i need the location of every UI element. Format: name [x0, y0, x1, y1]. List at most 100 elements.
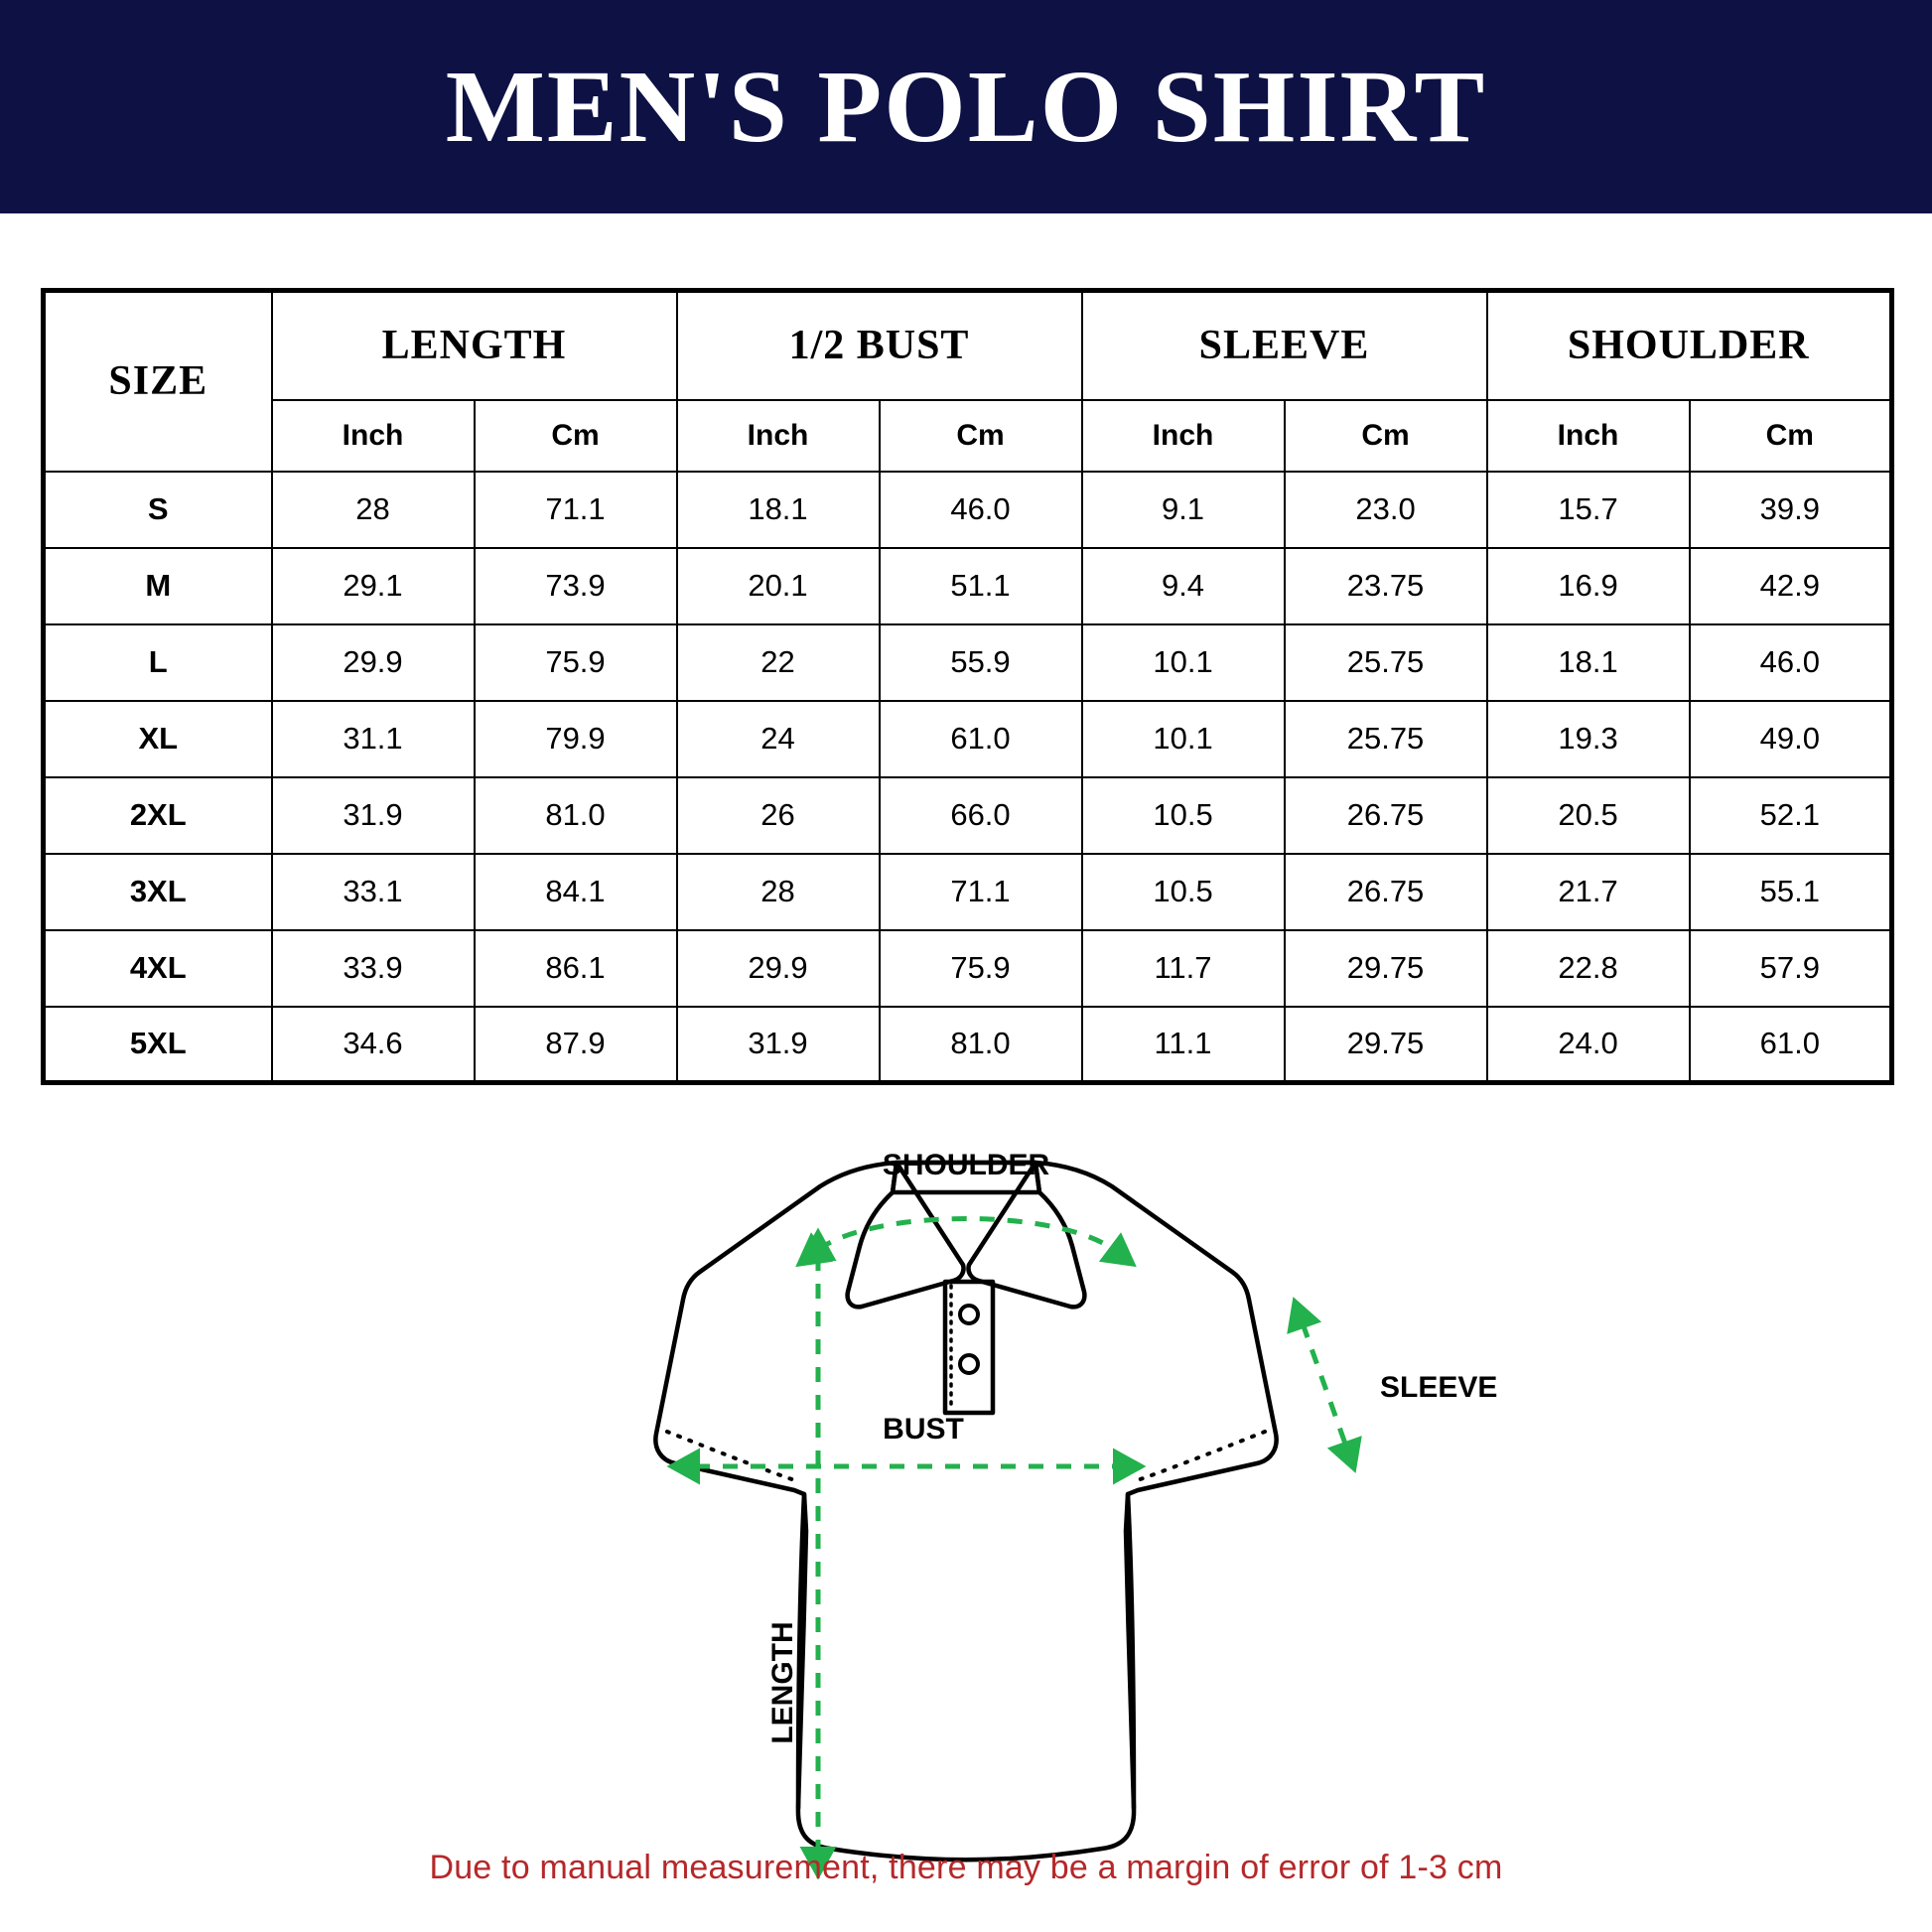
page-title: MEN'S POLO SHIRT: [445, 49, 1487, 164]
table-row: S 28 71.1 18.1 46.0 9.1 23.0 15.7 39.9: [42, 470, 1893, 549]
cell-shoulder-cm: 46.0: [1688, 622, 1893, 702]
cell-shoulder-inch: 15.7: [1485, 470, 1691, 549]
shoulder-arrow: [795, 1216, 1137, 1268]
cell-bust-cm: 71.1: [878, 852, 1083, 931]
column-header-length: LENGTH: [270, 289, 678, 401]
cell-length-inch: 33.1: [270, 852, 476, 931]
sleeve-label: SLEEVE: [1380, 1371, 1497, 1404]
size-chart-table: SIZE LENGTH 1/2 BUST SLEEVE SHOULDER Inc…: [41, 288, 1895, 1085]
cell-length-cm: 86.1: [473, 928, 678, 1008]
cell-sleeve-inch: 10.1: [1080, 622, 1286, 702]
cell-sleeve-cm: 26.75: [1283, 775, 1488, 855]
cell-length-cm: 84.1: [473, 852, 678, 931]
table-row: XL 31.1 79.9 24 61.0 10.1 25.75 19.3 49.…: [42, 699, 1893, 778]
cell-bust-cm: 55.9: [878, 622, 1083, 702]
table-row: 2XL 31.9 81.0 26 66.0 10.5 26.75 20.5 52…: [42, 775, 1893, 855]
cell-size: 2XL: [42, 775, 273, 855]
cell-sleeve-inch: 9.1: [1080, 470, 1286, 549]
sleeve-arrow: [1287, 1297, 1362, 1473]
cell-sleeve-inch: 11.7: [1080, 928, 1286, 1008]
cell-sleeve-cm: 25.75: [1283, 622, 1488, 702]
cell-bust-cm: 81.0: [878, 1005, 1083, 1084]
cell-bust-inch: 20.1: [675, 546, 881, 625]
unit-header-length-inch: Inch: [270, 398, 476, 473]
column-header-sleeve: SLEEVE: [1080, 289, 1488, 401]
cell-bust-cm: 46.0: [878, 470, 1083, 549]
table-row: 3XL 33.1 84.1 28 71.1 10.5 26.75 21.7 55…: [42, 852, 1893, 931]
cell-length-cm: 71.1: [473, 470, 678, 549]
table-row: 4XL 33.9 86.1 29.9 75.9 11.7 29.75 22.8 …: [42, 928, 1893, 1008]
cell-shoulder-cm: 42.9: [1688, 546, 1893, 625]
cell-length-inch: 34.6: [270, 1005, 476, 1084]
cell-size: 4XL: [42, 928, 273, 1008]
cell-size: XL: [42, 699, 273, 778]
unit-header-bust-inch: Inch: [675, 398, 881, 473]
placket: [942, 1279, 996, 1416]
cell-sleeve-cm: 23.0: [1283, 470, 1488, 549]
cell-sleeve-cm: 26.75: [1283, 852, 1488, 931]
unit-header-sleeve-cm: Cm: [1283, 398, 1488, 473]
cell-shoulder-inch: 19.3: [1485, 699, 1691, 778]
cell-length-cm: 79.9: [473, 699, 678, 778]
cell-length-cm: 73.9: [473, 546, 678, 625]
collar-band: [890, 1160, 1042, 1195]
left-cuff-stitch: [665, 1430, 802, 1484]
collar-left-wing: [845, 1160, 966, 1310]
cell-shoulder-inch: 16.9: [1485, 546, 1691, 625]
collar-right-wing: [966, 1160, 1087, 1310]
cell-shoulder-inch: 22.8: [1485, 928, 1691, 1008]
cell-bust-cm: 75.9: [878, 928, 1083, 1008]
cell-sleeve-inch: 10.5: [1080, 775, 1286, 855]
cell-sleeve-inch: 9.4: [1080, 546, 1286, 625]
cell-bust-cm: 61.0: [878, 699, 1083, 778]
placket-button-top: [958, 1304, 980, 1325]
cell-size: L: [42, 622, 273, 702]
cell-shoulder-cm: 52.1: [1688, 775, 1893, 855]
unit-header-sleeve-inch: Inch: [1080, 398, 1286, 473]
cell-sleeve-cm: 25.75: [1283, 699, 1488, 778]
cell-bust-inch: 29.9: [675, 928, 881, 1008]
cell-bust-inch: 31.9: [675, 1005, 881, 1084]
cell-size: M: [42, 546, 273, 625]
cell-bust-inch: 22: [675, 622, 881, 702]
column-header-size: SIZE: [42, 289, 273, 473]
table-unit-header-row: Inch Cm Inch Cm Inch Cm Inch Cm: [44, 398, 1893, 473]
cell-sleeve-inch: 10.5: [1080, 852, 1286, 931]
cell-sleeve-inch: 11.1: [1080, 1005, 1286, 1084]
cell-shoulder-cm: 39.9: [1688, 470, 1893, 549]
cell-length-inch: 33.9: [270, 928, 476, 1008]
cell-bust-inch: 28: [675, 852, 881, 931]
unit-header-bust-cm: Cm: [878, 398, 1083, 473]
table-group-header-row: SIZE LENGTH 1/2 BUST SLEEVE SHOULDER: [42, 289, 1893, 473]
size-table-container: SIZE LENGTH 1/2 BUST SLEEVE SHOULDER Inc…: [0, 213, 1932, 1085]
cell-length-cm: 87.9: [473, 1005, 678, 1084]
cell-length-inch: 29.9: [270, 622, 476, 702]
cell-length-cm: 81.0: [473, 775, 678, 855]
shirt-outline-group: [653, 1160, 1279, 1863]
cell-length-inch: 29.1: [270, 546, 476, 625]
unit-header-shoulder-cm: Cm: [1688, 398, 1893, 473]
cell-sleeve-cm: 29.75: [1283, 1005, 1488, 1084]
column-header-half-bust: 1/2 BUST: [675, 289, 1083, 401]
unit-header-length-cm: Cm: [473, 398, 678, 473]
measurement-diagram: SHOULDER SLEEVE BUST LENGTH: [0, 1097, 1932, 1911]
table-row: 5XL 34.6 87.9 31.9 81.0 11.1 29.75 24.0 …: [42, 1005, 1893, 1084]
cell-sleeve-inch: 10.1: [1080, 699, 1286, 778]
column-header-shoulder: SHOULDER: [1485, 289, 1893, 401]
cell-size: S: [42, 470, 273, 549]
cell-length-inch: 28: [270, 470, 476, 549]
cell-shoulder-cm: 55.1: [1688, 852, 1893, 931]
table-row: M 29.1 73.9 20.1 51.1 9.4 23.75 16.9 42.…: [42, 546, 1893, 625]
cell-shoulder-inch: 21.7: [1485, 852, 1691, 931]
cell-shoulder-cm: 49.0: [1688, 699, 1893, 778]
cell-bust-inch: 26: [675, 775, 881, 855]
cell-bust-inch: 24: [675, 699, 881, 778]
cell-bust-cm: 66.0: [878, 775, 1083, 855]
cell-bust-inch: 18.1: [675, 470, 881, 549]
right-sleeve-seam: [1125, 1491, 1137, 1811]
cell-sleeve-cm: 29.75: [1283, 928, 1488, 1008]
cell-shoulder-cm: 57.9: [1688, 928, 1893, 1008]
page-header-banner: MEN'S POLO SHIRT: [0, 0, 1932, 213]
shirt-body-path: [653, 1160, 1279, 1863]
cell-size: 5XL: [42, 1005, 273, 1084]
